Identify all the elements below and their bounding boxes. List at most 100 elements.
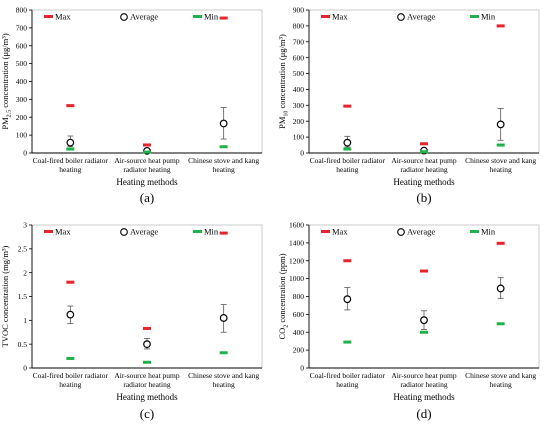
x-category-line: heating xyxy=(213,165,235,174)
y-tick-label: 2 xyxy=(23,268,27,277)
legend-min-label: Min xyxy=(481,12,496,22)
average-point xyxy=(497,285,504,292)
plot-frame xyxy=(32,10,262,153)
x-category-line: radiator heating xyxy=(123,380,171,389)
min-point xyxy=(497,322,505,325)
max-point xyxy=(343,259,351,262)
x-category-label: Air-source heat pump radiator heating xyxy=(114,156,179,174)
max-point xyxy=(143,143,151,146)
x-category-label: Chinese stove and kang heating xyxy=(465,371,536,389)
y-tick-label: 3 xyxy=(23,221,27,230)
min-point xyxy=(143,361,151,364)
y-axis-title-part: CO xyxy=(277,328,287,340)
y-tick-label: 300 xyxy=(293,101,305,110)
legend-average-marker xyxy=(398,14,405,21)
x-category-label: Air-source heat pump radiator heating xyxy=(114,371,179,389)
legend-average-label: Average xyxy=(407,12,435,22)
x-category-line: Chinese stove and kang xyxy=(465,156,536,165)
x-category-label: Chinese stove and kang heating xyxy=(465,156,536,174)
chart-panel: 0 200 400 600 800 1000 1200 1400 1600 Coal-fired … xyxy=(277,221,539,421)
legend-max-swatch xyxy=(44,230,53,233)
x-category-line: heating xyxy=(59,165,81,174)
y-tick-label: 800 xyxy=(293,21,305,30)
average-point xyxy=(421,317,428,324)
y-tick-label: 200 xyxy=(293,346,305,355)
x-category-label: Coal-fired boiler radiator heating xyxy=(33,156,109,174)
x-axis-title: Heating methods xyxy=(116,177,178,187)
legend-max-swatch xyxy=(44,15,53,18)
legend-max-swatch xyxy=(321,230,330,233)
average-point xyxy=(344,296,351,303)
y-axis-title-part: PM xyxy=(277,116,287,129)
x-category-label: Chinese stove and kang heating xyxy=(188,371,259,389)
y-tick-label: 0 xyxy=(23,364,27,373)
x-category-line: heating xyxy=(336,380,358,389)
x-category-line: heating xyxy=(213,380,235,389)
legend-max-swatch xyxy=(321,15,330,18)
x-axis-title: Heating methods xyxy=(393,177,455,187)
legend-min-swatch xyxy=(193,230,202,233)
x-category-line: Air-source heat pump xyxy=(114,371,179,380)
x-category-label: Coal-fired boiler radiator heating xyxy=(310,156,386,174)
y-tick-label: 500 xyxy=(16,59,28,68)
y-tick-label: 0 xyxy=(300,364,304,373)
panel-label: (d) xyxy=(416,406,431,421)
y-axis-title-part: concentration (ppm) xyxy=(277,253,287,324)
legend-min-label: Min xyxy=(481,227,496,237)
x-category-line: radiator heating xyxy=(400,380,448,389)
y-tick-label: 400 xyxy=(293,328,305,337)
max-point xyxy=(420,142,428,145)
legend-min-label: Min xyxy=(204,227,219,237)
legend-min-swatch xyxy=(193,15,202,18)
average-point xyxy=(344,139,351,146)
y-tick-label: 0 xyxy=(23,149,27,158)
y-axis-title-subscript: 2.5 xyxy=(7,110,13,118)
y-tick-label: 700 xyxy=(293,37,305,46)
min-point xyxy=(343,341,351,344)
x-category-line: Chinese stove and kang xyxy=(188,371,259,380)
y-axis-title: TVOC concentration (mg/m³) xyxy=(0,245,10,347)
x-category-line: Coal-fired boiler radiator xyxy=(310,156,386,165)
max-point xyxy=(497,24,505,27)
y-tick-label: 0.5 xyxy=(18,340,28,349)
min-point xyxy=(66,148,74,151)
x-category-line: radiator heating xyxy=(400,165,448,174)
y-axis-title: CO2 concentration (ppm) xyxy=(277,253,290,339)
x-category-line: Chinese stove and kang xyxy=(465,371,536,380)
legend-average-marker xyxy=(398,229,405,236)
min-point xyxy=(220,351,228,354)
average-point xyxy=(144,341,151,348)
y-axis-title: PM2.5 concentration (μg/m³) xyxy=(0,33,13,129)
panel-label: (c) xyxy=(140,406,154,421)
min-point xyxy=(66,357,74,360)
x-category-label: Air-source heat pump radiator heating xyxy=(391,371,456,389)
max-point xyxy=(420,270,428,273)
y-tick-label: 600 xyxy=(293,53,305,62)
plot-frame xyxy=(309,225,539,368)
average-point xyxy=(497,121,504,128)
x-category-line: Chinese stove and kang xyxy=(188,156,259,165)
y-tick-label: 900 xyxy=(293,6,305,15)
average-point xyxy=(67,311,74,318)
y-tick-label: 1400 xyxy=(289,238,304,247)
y-tick-label: 800 xyxy=(293,292,305,301)
x-category-line: heating xyxy=(490,380,512,389)
legend-min-swatch xyxy=(470,15,479,18)
y-tick-label: 200 xyxy=(293,117,305,126)
x-category-label: Coal-fired boiler radiator heating xyxy=(310,371,386,389)
min-point xyxy=(420,150,428,153)
x-axis-title: Heating methods xyxy=(393,392,455,402)
y-tick-label: 2.5 xyxy=(18,244,28,253)
x-category-line: Air-source heat pump xyxy=(114,156,179,165)
max-point xyxy=(220,17,228,20)
average-point xyxy=(220,120,227,127)
y-tick-label: 600 xyxy=(16,41,28,50)
x-category-line: Coal-fired boiler radiator xyxy=(33,156,109,165)
y-tick-label: 800 xyxy=(16,6,28,15)
x-category-label: Air-source heat pump radiator heating xyxy=(391,156,456,174)
panel-label: (b) xyxy=(416,190,431,205)
y-tick-label: 0 xyxy=(300,149,304,158)
min-point xyxy=(343,148,351,151)
